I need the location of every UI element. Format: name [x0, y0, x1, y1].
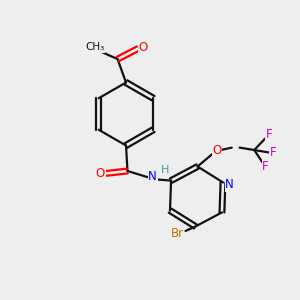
- Text: O: O: [96, 167, 105, 180]
- Text: N: N: [225, 178, 234, 191]
- Text: O: O: [212, 143, 222, 157]
- Text: F: F: [269, 146, 276, 159]
- Text: F: F: [266, 128, 273, 141]
- Text: H: H: [160, 165, 169, 175]
- Text: O: O: [139, 41, 148, 54]
- Text: F: F: [262, 160, 269, 173]
- Text: N: N: [148, 170, 157, 184]
- Text: CH₃: CH₃: [85, 42, 104, 52]
- Text: Br: Br: [171, 227, 184, 241]
